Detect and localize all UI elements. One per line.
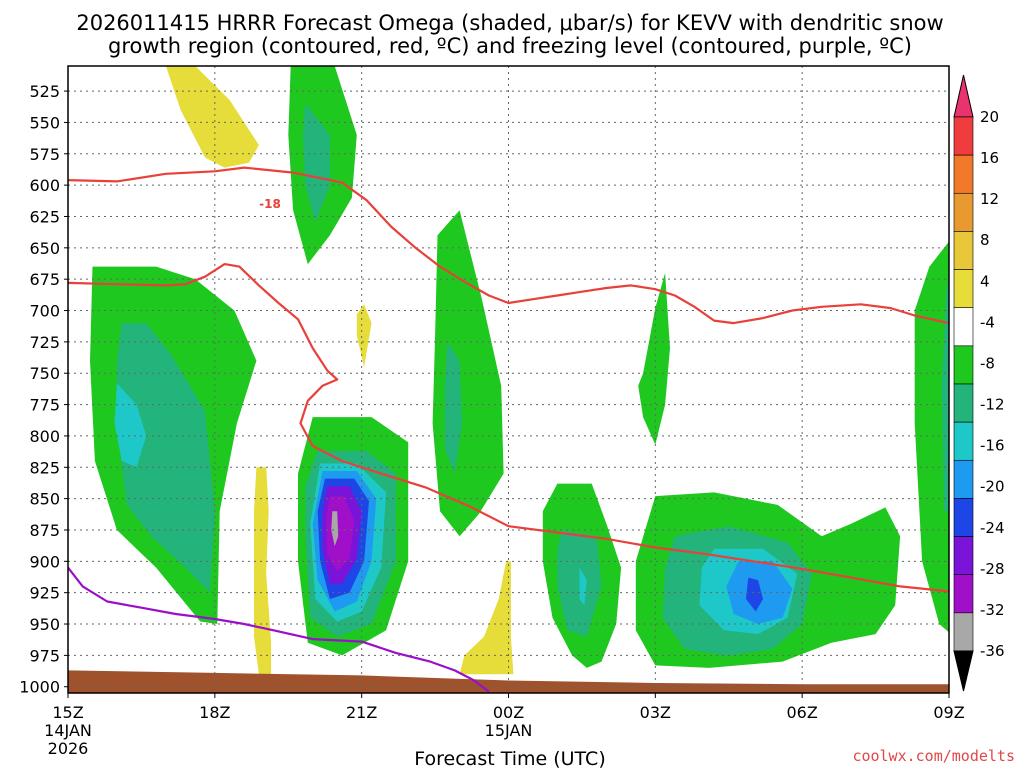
colorbar-band: [953, 459, 974, 499]
terrain-layer: [68, 670, 949, 693]
omega-region-y4: [459, 561, 514, 675]
x-tick-label: 18Z: [199, 703, 230, 722]
colorbar-label: -12: [980, 396, 1005, 414]
colorbar-band: [953, 383, 974, 423]
y-tick-label: 875: [29, 521, 60, 540]
y-tick-label: 775: [29, 396, 60, 415]
omega-region-y4: [254, 467, 272, 675]
colorbar-band: [953, 574, 974, 614]
y-tick-label: 600: [29, 176, 60, 195]
omega-region-g4: [638, 272, 670, 445]
y-tick-label: 550: [29, 113, 60, 132]
credit-text: coolwx.com/modelts: [852, 747, 1015, 765]
y-tick-label: 625: [29, 207, 60, 226]
colorbar-band: [953, 345, 974, 385]
y-tick-label: 800: [29, 427, 60, 446]
colorbar-label: -20: [980, 478, 1005, 496]
chart-title-line2: growth region (contoured, red, ºC) and f…: [108, 34, 912, 58]
colorbar-band: [953, 154, 974, 194]
x-tick-label: 15Z: [52, 703, 83, 722]
colorbar-band: [953, 498, 974, 537]
chart-title-line1: 2026011415 HRRR Forecast Omega (shaded, …: [76, 11, 943, 35]
x-tick-label: 00Z: [493, 703, 524, 722]
terrain-ground: [68, 670, 949, 693]
freezing-level-contour: [68, 566, 490, 693]
dgz-contour-lower: [68, 263, 949, 593]
omega-region-g4: [914, 241, 949, 633]
colorbar-label: 16: [980, 149, 999, 167]
colorbar-label: -8: [980, 354, 995, 372]
grid-lines: [68, 66, 949, 693]
y-axis: 525 550 575 600 625 650 675 700 725 750 775 800 825 8…: [19, 82, 68, 697]
colorbar-label: -24: [980, 519, 1005, 537]
colorbar-band: [953, 269, 974, 309]
omega-region-g8: [116, 323, 215, 593]
omega-region-g8: [557, 530, 602, 637]
colorbar-band: [953, 612, 974, 652]
omega-region-y4: [356, 304, 372, 367]
colorbar-label: 12: [980, 190, 999, 208]
omega-region-g8: [941, 285, 949, 512]
y-tick-label: 675: [29, 270, 60, 289]
y-tick-label: 750: [29, 364, 60, 383]
x-tick-date-label: 14JAN: [44, 721, 92, 740]
colorbar-label: -4: [980, 313, 995, 331]
x-tick-label: 09Z: [933, 703, 964, 722]
colorbar-band: [953, 421, 974, 461]
omega-region-g20: [745, 577, 763, 612]
colorbar-band: [953, 192, 974, 232]
y-tick-label: 1000: [19, 678, 60, 697]
contour-lines: [68, 166, 949, 693]
y-tick-label: 700: [29, 302, 60, 321]
y-tick-label: 725: [29, 333, 60, 352]
colorbar-band: [953, 307, 974, 347]
colorbar-label: 4: [980, 272, 990, 290]
omega-region-g32: [331, 511, 339, 547]
y-tick-label: 850: [29, 490, 60, 509]
y-tick-label: 950: [29, 615, 60, 634]
colorbar: 20 16 12 8 4 -4 -8 -12 -16 -20 -24 -28 -32 -36: [953, 74, 1005, 692]
omega-region-g8: [444, 341, 462, 474]
y-tick-label: 575: [29, 145, 60, 164]
colorbar-min-triangle: [953, 650, 974, 692]
x-tick-label: 06Z: [787, 703, 818, 722]
colorbar-label: 20: [980, 108, 999, 126]
omega-region-g12: [579, 567, 587, 606]
dgz-contour-upper: [68, 166, 949, 325]
x-axis-label: Forecast Time (UTC): [414, 748, 605, 768]
y-tick-label: 650: [29, 239, 60, 258]
y-tick-label: 925: [29, 584, 60, 603]
colorbar-label: -16: [980, 437, 1005, 455]
colorbar-band: [953, 116, 974, 156]
colorbar-label: -36: [980, 642, 1005, 660]
colorbar-label: 8: [980, 231, 990, 249]
y-tick-label: 525: [29, 82, 60, 101]
x-tick-year-label: 2026: [48, 739, 89, 758]
y-tick-label: 975: [29, 646, 60, 665]
y-tick-label: 900: [29, 552, 60, 571]
colorbar-band: [953, 536, 974, 576]
colorbar-label: -32: [980, 601, 1005, 619]
omega-region-g8: [302, 103, 330, 223]
dgz-contour-label: -18: [259, 197, 281, 211]
x-tick-date-label: 15JAN: [485, 721, 533, 740]
colorbar-label: -28: [980, 560, 1005, 578]
y-tick-label: 825: [29, 458, 60, 477]
x-tick-label: 21Z: [346, 703, 377, 722]
x-tick-label: 03Z: [640, 703, 671, 722]
colorbar-band: [953, 231, 974, 270]
